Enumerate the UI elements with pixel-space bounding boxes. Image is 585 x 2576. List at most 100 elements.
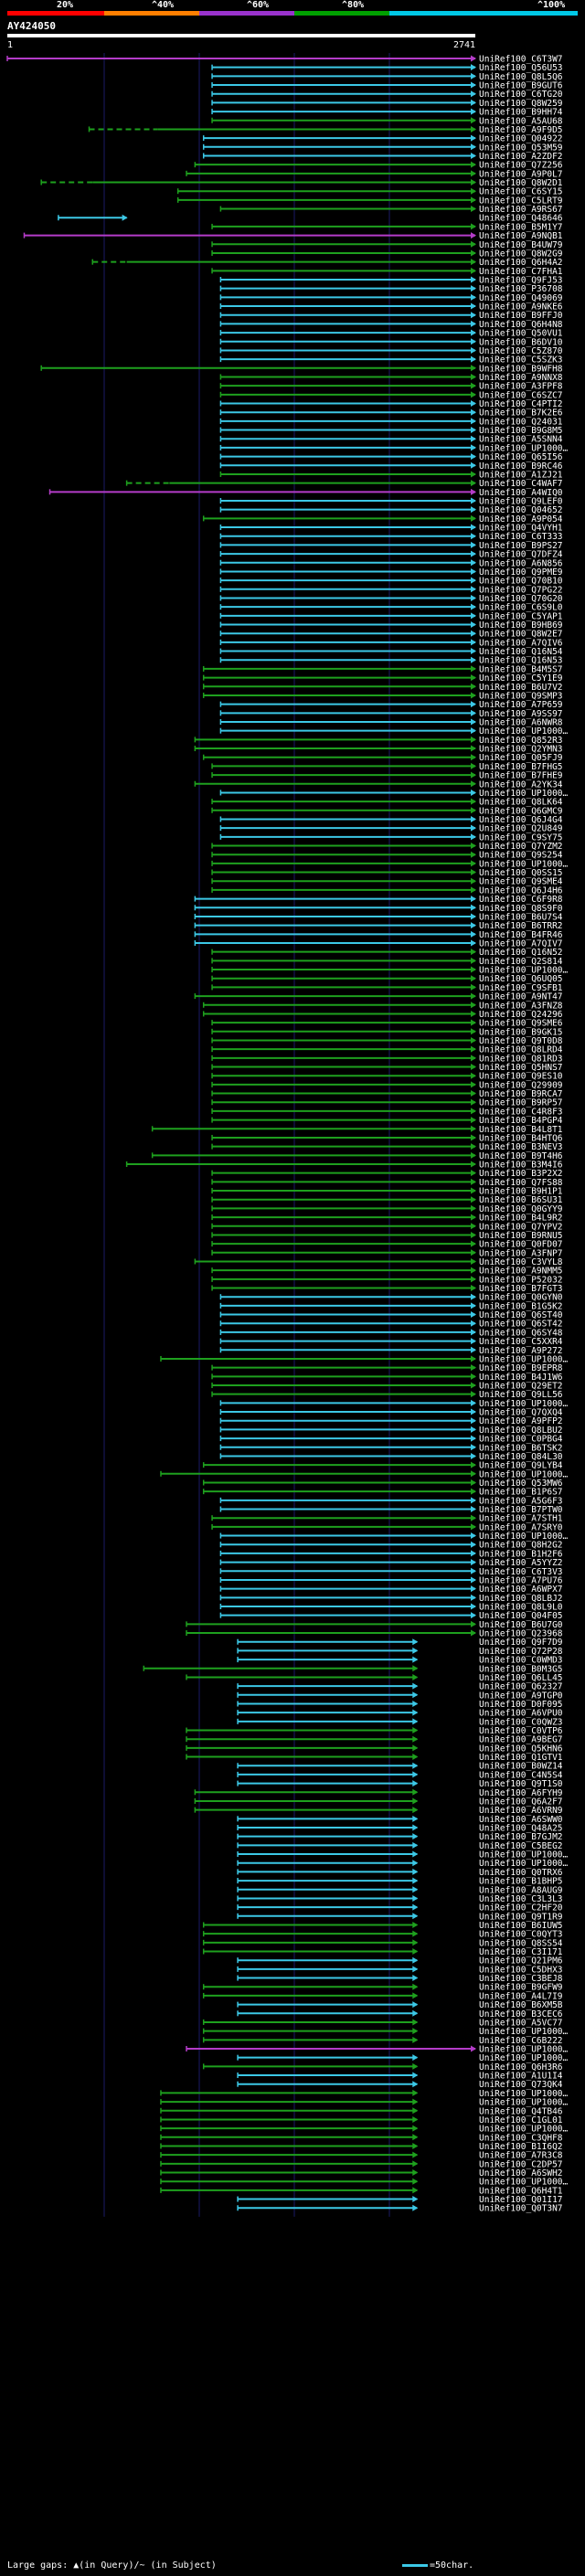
hit-label[interactable]: UniRef100_A8AUG9 <box>479 1885 563 1895</box>
hit-row[interactable]: UniRef100_Q73QK4 <box>237 2080 563 2090</box>
hit-label[interactable]: UniRef100_Q7YZM2 <box>479 842 563 852</box>
hit-row[interactable]: UniRef100_Q0SS15 <box>211 868 563 878</box>
hit-label[interactable]: UniRef100_B6SU31 <box>479 1195 563 1205</box>
hit-row[interactable]: UniRef100_UP1000… <box>237 1850 569 1860</box>
hit-row[interactable]: UniRef100_C5Y1E9 <box>202 673 563 684</box>
hit-label[interactable]: UniRef100_C5BEG2 <box>479 1841 563 1851</box>
hit-row[interactable]: UniRef100_B6XM5B <box>237 2000 563 2010</box>
hit-row[interactable]: UniRef100_B4M5S7 <box>202 664 563 674</box>
hit-label[interactable]: UniRef100_Q6H4T1 <box>479 2186 563 2196</box>
hit-label[interactable]: UniRef100_Q01I17 <box>479 2195 563 2205</box>
hit-label[interactable]: UniRef100_B9GFW9 <box>479 1983 563 1993</box>
hit-row[interactable]: UniRef100_C6SY15 <box>176 187 563 197</box>
hit-label[interactable]: UniRef100_Q8L5Q6 <box>479 72 563 82</box>
hit-row[interactable]: UniRef100_B9HH74 <box>211 108 563 118</box>
hit-label[interactable]: UniRef100_B7K2E6 <box>479 408 563 419</box>
hit-label[interactable]: UniRef100_Q04F05 <box>479 1611 563 1621</box>
hit-label[interactable]: UniRef100_Q1GTV1 <box>479 1753 563 1763</box>
hit-row[interactable]: UniRef100_Q50VU1 <box>219 329 563 339</box>
hit-row[interactable]: UniRef100_Q48A25 <box>237 1824 563 1834</box>
hit-row[interactable]: UniRef100_Q6LL45 <box>186 1673 563 1683</box>
hit-label[interactable]: UniRef100_A7SRY0 <box>479 1522 563 1532</box>
hit-row[interactable]: UniRef100_B4HTQ6 <box>211 1133 563 1143</box>
hit-row[interactable]: UniRef100_A7R3C8 <box>160 2151 563 2161</box>
hit-row[interactable]: UniRef100_UP1000… <box>186 2045 569 2055</box>
hit-row[interactable]: UniRef100_Q70G20 <box>219 594 563 604</box>
hit-row[interactable]: UniRef100_A6WPX7 <box>219 1585 563 1595</box>
hit-row[interactable]: UniRef100_C3L3L3 <box>237 1894 563 1904</box>
hit-row[interactable]: UniRef100_UP1000… <box>160 2098 569 2108</box>
hit-row[interactable]: UniRef100_C6B222 <box>202 2036 563 2046</box>
hit-label[interactable]: UniRef100_Q0T3N7 <box>479 2204 563 2214</box>
hit-row[interactable]: UniRef100_Q9S254 <box>211 851 563 861</box>
hit-label[interactable]: UniRef100_Q6SY48 <box>479 1328 563 1338</box>
hit-label[interactable]: UniRef100_B6TSK2 <box>479 1443 563 1453</box>
hit-label[interactable]: UniRef100_UP1000… <box>479 859 569 869</box>
hit-row[interactable]: UniRef100_Q9LEF0 <box>219 497 563 507</box>
hit-row[interactable]: UniRef100_B1I6Q2 <box>160 2142 563 2152</box>
hit-label[interactable]: UniRef100_B7GJM2 <box>479 1832 563 1842</box>
hit-label[interactable]: UniRef100_Q0GYN0 <box>479 1293 563 1303</box>
hit-row[interactable]: UniRef100_Q5KHN6 <box>186 1744 563 1754</box>
hit-label[interactable]: UniRef100_A7R3C8 <box>479 2151 563 2161</box>
hit-label[interactable]: UniRef100_A7PU76 <box>479 1575 563 1585</box>
hit-row[interactable]: UniRef100_B9G8M5 <box>219 426 563 436</box>
hit-row[interactable]: UniRef100_Q9ES10 <box>211 1072 563 1082</box>
hit-row[interactable]: UniRef100_B9H1P1 <box>211 1187 563 1197</box>
hit-label[interactable]: UniRef100_Q6ST42 <box>479 1320 563 1330</box>
hit-label[interactable]: UniRef100_UP1000… <box>479 966 569 976</box>
hit-label[interactable]: UniRef100_A9F9D5 <box>479 125 563 135</box>
hit-row[interactable]: UniRef100_A4L7I9 <box>202 1991 563 2001</box>
hit-row[interactable]: UniRef100_Q1GTV1 <box>186 1753 563 1763</box>
hit-label[interactable]: UniRef100_A9NKE6 <box>479 302 563 313</box>
hit-row[interactable]: UniRef100_C3I171 <box>202 1947 563 1957</box>
hit-row[interactable]: UniRef100_Q852R3 <box>194 736 563 746</box>
hit-row[interactable]: UniRef100_C6F9R8 <box>194 895 563 905</box>
hit-label[interactable]: UniRef100_Q53M59 <box>479 143 563 153</box>
hit-label[interactable]: UniRef100_B1H2F6 <box>479 1549 563 1559</box>
hit-label[interactable]: UniRef100_UP1000… <box>479 1850 569 1860</box>
hit-row[interactable]: UniRef100_UP1000… <box>219 1399 569 1409</box>
hit-row[interactable]: UniRef100_Q29909 <box>211 1080 563 1090</box>
hit-label[interactable]: UniRef100_Q9FJ53 <box>479 276 563 286</box>
hit-row[interactable]: UniRef100_Q2U849 <box>219 824 563 834</box>
hit-label[interactable]: UniRef100_A6N856 <box>479 558 563 568</box>
hit-row[interactable]: UniRef100_A9NMM5 <box>211 1267 563 1277</box>
hit-label[interactable]: UniRef100_Q9T1S0 <box>479 1779 563 1789</box>
hit-label[interactable]: UniRef100_B6XM5B <box>479 2000 563 2010</box>
hit-row[interactable]: UniRef100_Q9F7D9 <box>237 1638 563 1648</box>
hit-row[interactable]: UniRef100_C7FHA1 <box>211 267 563 277</box>
hit-row[interactable]: UniRef100_Q16N54 <box>219 647 563 657</box>
hit-row[interactable]: UniRef100_UP1000… <box>202 2027 569 2037</box>
hit-row[interactable]: UniRef100_Q6J4G4 <box>219 815 563 825</box>
hit-row[interactable]: UniRef100_Q6GMC9 <box>211 806 563 816</box>
hit-label[interactable]: UniRef100_A5VC77 <box>479 2018 563 2028</box>
hit-row[interactable]: UniRef100_D0F095 <box>237 1700 563 1710</box>
hit-label[interactable]: UniRef100_Q29ET2 <box>479 1382 563 1392</box>
hit-row[interactable]: UniRef100_A2YK34 <box>194 779 563 790</box>
hit-label[interactable]: UniRef100_B6IUW5 <box>479 1921 563 1931</box>
hit-label[interactable]: UniRef100_UP1000… <box>479 789 569 799</box>
hit-label[interactable]: UniRef100_Q5HNS7 <box>479 1063 563 1073</box>
hit-label[interactable]: UniRef100_Q23968 <box>479 1629 563 1639</box>
hit-row[interactable]: UniRef100_C9SY75 <box>219 832 563 843</box>
hit-row[interactable]: UniRef100_Q21PM6 <box>237 1956 563 1966</box>
hit-row[interactable]: UniRef100_UP1000… <box>160 1469 569 1479</box>
hit-label[interactable]: UniRef100_A9RS67 <box>479 205 563 215</box>
hit-label[interactable]: UniRef100_Q72P28 <box>479 1647 563 1657</box>
hit-label[interactable]: UniRef100_A9P0L7 <box>479 169 563 179</box>
hit-label[interactable]: UniRef100_B3NEV3 <box>479 1142 563 1152</box>
hit-label[interactable]: UniRef100_P52032 <box>479 1275 563 1285</box>
hit-label[interactable]: UniRef100_UP1000… <box>479 1399 569 1409</box>
hit-row[interactable]: UniRef100_Q23968 <box>186 1629 563 1639</box>
hit-row[interactable]: UniRef100_C2HF20 <box>237 1903 563 1913</box>
hit-label[interactable]: UniRef100_Q2YMN3 <box>479 745 563 755</box>
hit-label[interactable]: UniRef100_C3QHF8 <box>479 2133 563 2143</box>
hit-label[interactable]: UniRef100_A6SWW0 <box>479 1815 563 1825</box>
hit-label[interactable]: UniRef100_Q6GMC9 <box>479 806 563 816</box>
hit-row[interactable]: UniRef100_Q8S9F0 <box>194 904 563 914</box>
hit-row[interactable]: UniRef100_B6U7G0 <box>186 1620 563 1630</box>
hit-label[interactable]: UniRef100_A6WPX7 <box>479 1585 563 1595</box>
hit-row[interactable]: UniRef100_A9F9D5 <box>88 125 563 135</box>
hit-label[interactable]: UniRef100_B7PTW0 <box>479 1505 563 1515</box>
